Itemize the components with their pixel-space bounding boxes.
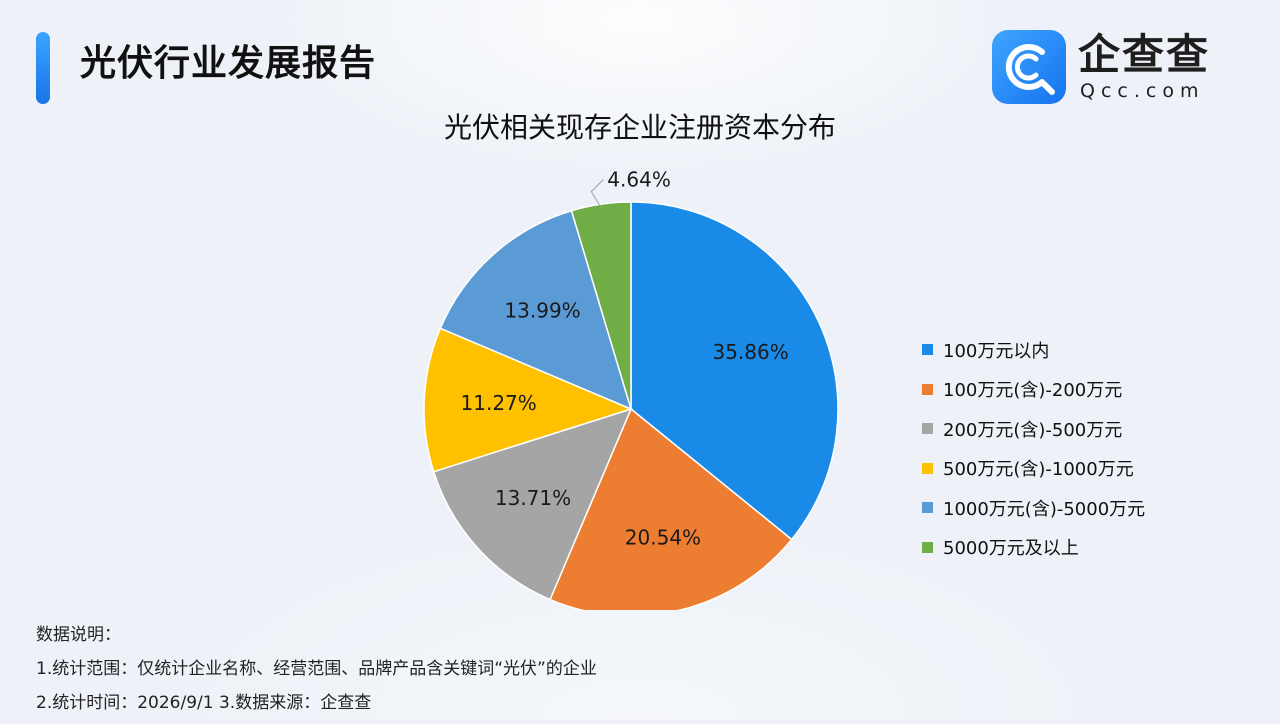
chart-legend: 100万元以内 100万元(含)-200万元 200万元(含)-500万元 50… [922,330,1222,567]
legend-item: 5000万元及以上 [922,528,1222,568]
legend-swatch [922,541,933,553]
pie-chart: 35.86% 20.54% 13.71% 11.27% 13.99% 4.64% [423,168,839,610]
slice-label: 20.54% [625,526,701,550]
data-notes: 数据说明： 1.统计范围：仅统计企业名称、经营范围、品牌产品含关键词“光伏”的企… [36,622,936,724]
legend-swatch [922,383,933,395]
title-accent-bar [36,32,50,104]
legend-label: 500万元(含)-1000万元 [943,459,1134,481]
legend-item: 100万元(含)-200万元 [922,370,1222,410]
pie-labels: 35.86% 20.54% 13.71% 11.27% 13.99% 4.64% [461,168,789,550]
legend-label: 200万元(含)-500万元 [943,419,1123,441]
legend-item: 100万元以内 [922,330,1222,370]
logo-name: 企查查 [1078,30,1211,79]
chart-title: 光伏相关现存企业注册资本分布 [443,111,836,144]
legend-label: 100万元以内 [943,340,1050,362]
legend-label: 100万元(含)-200万元 [943,380,1123,402]
slice-label: 35.86% [712,340,788,364]
legend-swatch [922,423,933,435]
notes-time-source: 2.统计时间：2026/9/1 3.数据来源：企查查 [36,693,372,713]
qcc-logo: 企查查 Qcc.com [992,30,1252,104]
slice-label: 13.71% [495,486,571,510]
report-title: 光伏行业发展报告 [80,43,377,84]
legend-label: 5000万元及以上 [943,538,1079,560]
legend-swatch [922,502,933,514]
pie-slice [570,201,632,410]
slice-label: 11.27% [461,391,537,415]
notes-scope: 1.统计范围：仅统计企业名称、经营范围、品牌产品含关键词“光伏”的企业 [36,659,597,679]
legend-item: 500万元(含)-1000万元 [922,449,1222,489]
notes-heading: 数据说明： [36,625,121,645]
slice-label: 4.64% [607,168,671,192]
legend-label: 1000万元(含)-5000万元 [943,498,1146,520]
qcc-logo-icon [992,30,1066,104]
logo-domain: Qcc.com [1080,80,1205,102]
legend-swatch [922,344,933,356]
leader-line [590,179,604,209]
pie-slices [423,201,839,610]
slice-label: 13.99% [504,298,580,322]
legend-item: 200万元(含)-500万元 [922,409,1222,449]
legend-item: 1000万元(含)-5000万元 [922,488,1222,528]
pie-slice [439,209,633,411]
pie-slice [423,327,634,473]
legend-swatch [922,462,933,474]
pie-slice [630,201,839,541]
